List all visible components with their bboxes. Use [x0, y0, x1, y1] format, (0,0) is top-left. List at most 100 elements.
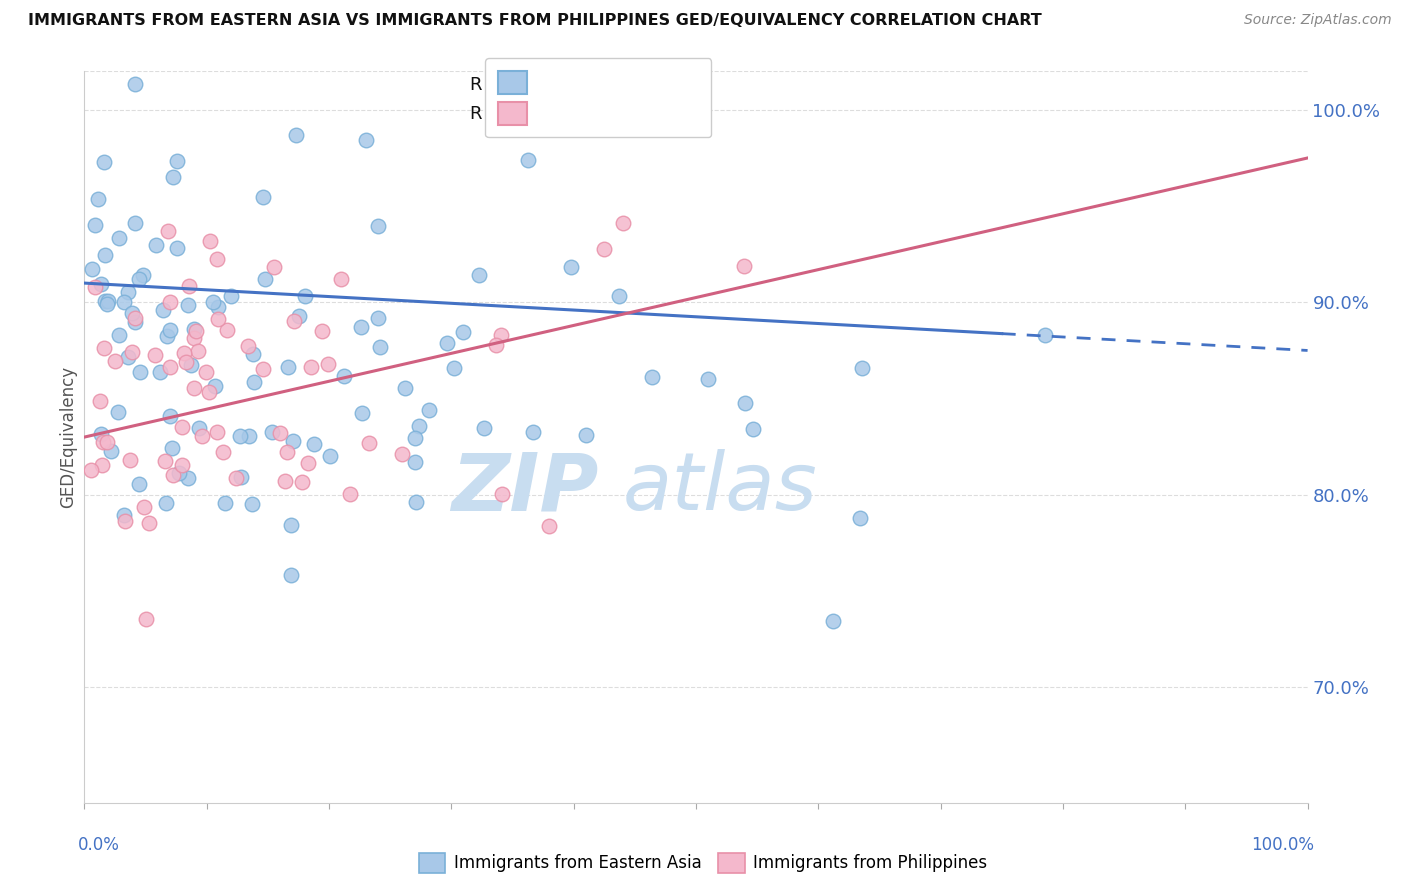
Point [215, 323, 238, 337]
Point [84, 218, 107, 232]
Point [607, 289, 630, 303]
Point [443, 361, 465, 376]
Text: IMMIGRANTS FROM EASTERN ASIA VS IMMIGRANTS FROM PHILIPPINES GED/EQUIVALENCY CORR: IMMIGRANTS FROM EASTERN ASIA VS IMMIGRAN… [28, 13, 1042, 29]
Point [166, 241, 188, 255]
Point [180, 358, 202, 372]
Point [436, 336, 458, 351]
Point [89, 394, 111, 409]
Point [408, 418, 430, 433]
Legend: Immigrants from Eastern Asia, Immigrants from Philippines: Immigrants from Eastern Asia, Immigrants… [412, 847, 994, 880]
Point [128, 272, 150, 286]
Point [318, 449, 340, 463]
Point [152, 302, 174, 317]
Point [183, 322, 205, 336]
Point [418, 403, 440, 417]
Point [491, 486, 513, 500]
Point [184, 324, 207, 338]
Point [281, 434, 304, 448]
Point [240, 497, 263, 511]
Point [733, 259, 755, 273]
Point [370, 340, 392, 354]
Point [101, 44, 124, 58]
Point [177, 298, 200, 312]
Point [94, 248, 117, 262]
Point [350, 320, 373, 334]
Point [207, 252, 229, 267]
Point [153, 454, 176, 468]
Point [183, 380, 205, 394]
Point [108, 328, 131, 343]
Point [91, 435, 114, 450]
Point [121, 306, 143, 320]
Y-axis label: GED/Equivalency: GED/Equivalency [59, 366, 77, 508]
Point [162, 441, 184, 455]
Point [560, 260, 582, 274]
Point [367, 310, 389, 325]
Point [517, 153, 540, 167]
Point [83, 280, 105, 294]
Point [104, 353, 127, 368]
Text: -0.191: -0.191 [506, 76, 571, 94]
Point [734, 395, 756, 409]
Point [404, 432, 426, 446]
Point [138, 516, 160, 530]
Point [205, 425, 228, 439]
Point [190, 428, 212, 442]
Point [128, 365, 150, 379]
Point [145, 238, 167, 252]
Point [96, 434, 118, 449]
Point [277, 359, 299, 374]
Point [176, 471, 198, 485]
Point [593, 243, 616, 257]
Text: Source: ZipAtlas.com: Source: ZipAtlas.com [1244, 13, 1392, 28]
Text: ZIP: ZIP [451, 450, 598, 527]
Point [697, 372, 720, 386]
Point [207, 312, 229, 326]
Point [294, 289, 316, 303]
Point [90, 277, 112, 291]
Point [575, 428, 598, 442]
Point [219, 288, 242, 302]
Point [174, 355, 197, 369]
Point [162, 170, 184, 185]
Point [468, 268, 491, 282]
Point [522, 425, 544, 439]
Point [207, 300, 229, 314]
Point [132, 500, 155, 515]
Point [821, 614, 844, 628]
Point [848, 511, 870, 525]
Point [274, 474, 297, 488]
Point [183, 331, 205, 345]
Point [1033, 328, 1056, 343]
Point [166, 153, 188, 168]
Point [238, 428, 260, 442]
Point [260, 425, 283, 440]
Point [451, 325, 474, 339]
Point [198, 234, 221, 248]
Point [339, 487, 361, 501]
Point [157, 224, 180, 238]
Point [367, 219, 389, 233]
Point [93, 341, 115, 355]
Point [316, 357, 339, 371]
Point [112, 508, 135, 522]
Point [269, 425, 291, 440]
Point [117, 285, 139, 299]
Point [225, 471, 247, 485]
Point [143, 347, 166, 361]
Point [311, 324, 333, 338]
Point [118, 453, 141, 467]
Point [359, 436, 381, 450]
Point [236, 339, 259, 353]
Point [159, 409, 181, 424]
Point [404, 455, 426, 469]
Point [302, 437, 325, 451]
Text: 0.427: 0.427 [506, 105, 564, 123]
Point [195, 365, 218, 379]
Point [394, 381, 416, 395]
Point [107, 405, 129, 419]
Point [350, 406, 373, 420]
Point [159, 359, 181, 374]
Point [472, 421, 495, 435]
Text: R =: R = [470, 105, 509, 123]
